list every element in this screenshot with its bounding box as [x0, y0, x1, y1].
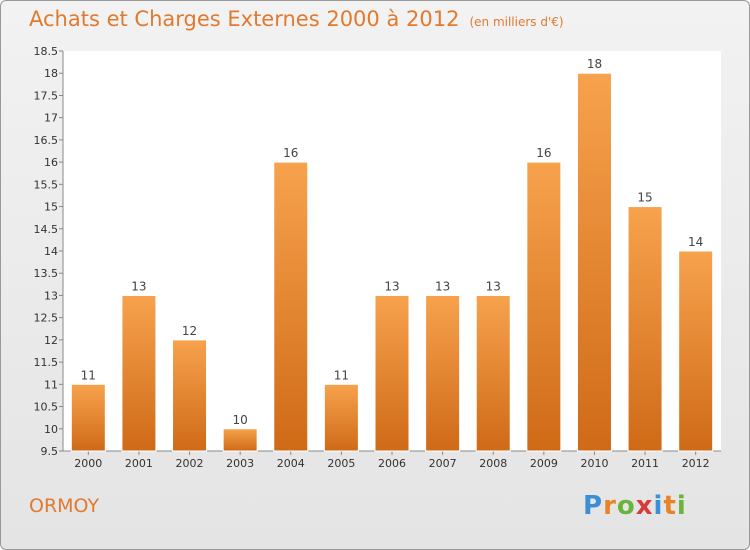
bar-2002: [172, 339, 208, 452]
chart-subtitle: (en milliers d'€): [469, 15, 564, 29]
bar-2007: [425, 294, 461, 452]
logo-letter: i: [653, 491, 664, 521]
bar-2010: [576, 72, 612, 452]
y-tick-label: 13.5: [34, 267, 59, 280]
bar-2009: [526, 161, 562, 452]
bar-2008: [475, 294, 511, 452]
bar-value-label: 11: [81, 368, 96, 382]
y-tick-label: 15: [44, 201, 58, 214]
commune-name: ORMOY: [29, 495, 100, 517]
y-tick-label: 17: [44, 112, 58, 125]
bar-value-label: 13: [435, 279, 450, 293]
y-tick-label: 11.5: [34, 356, 59, 369]
x-tick-label: 2006: [378, 457, 406, 470]
x-tick-label: 2002: [176, 457, 204, 470]
x-tick-label: 2012: [682, 457, 710, 470]
y-tick-label: 16: [44, 156, 58, 169]
y-tick-label: 18: [44, 67, 58, 80]
x-tick-label: 2000: [74, 457, 102, 470]
logo-letter: x: [635, 491, 654, 521]
x-tick-label: 2001: [125, 457, 153, 470]
bar-2000: [70, 383, 106, 452]
y-tick-label: 9.5: [41, 445, 59, 458]
bar-value-label: 11: [334, 368, 349, 382]
logo-letter: t: [663, 491, 677, 521]
x-tick-label: 2011: [631, 457, 659, 470]
proxiti-logo: Proxiti: [583, 491, 687, 521]
y-tick-label: 15.5: [34, 178, 59, 191]
x-tick-label: 2004: [277, 457, 305, 470]
bar-2004: [273, 161, 309, 452]
x-tick-label: 2008: [479, 457, 507, 470]
y-tick-label: 16.5: [34, 134, 59, 147]
x-tick-label: 2009: [530, 457, 558, 470]
y-tick-label: 14: [44, 245, 58, 258]
bar-2006: [374, 294, 410, 452]
bar-value-label: 14: [688, 235, 703, 249]
bar-2003: [222, 428, 258, 452]
bar-2005: [323, 383, 359, 452]
y-tick-label: 10: [44, 423, 58, 436]
y-tick-label: 14.5: [34, 223, 59, 236]
bar-value-label: 16: [283, 146, 298, 160]
y-tick-label: 13: [44, 289, 58, 302]
x-tick-label: 2010: [580, 457, 608, 470]
chart-title: Achats et Charges Externes 2000 à 2012 (e…: [29, 7, 564, 31]
x-tick-label: 2007: [429, 457, 457, 470]
bar-value-label: 18: [587, 57, 602, 71]
y-tick-label: 11: [44, 378, 58, 391]
bar-2011: [627, 206, 663, 452]
chart-title-text: Achats et Charges Externes 2000 à 2012: [29, 7, 460, 31]
y-tick-label: 18.5: [34, 45, 59, 58]
bar-value-label: 15: [637, 191, 652, 205]
bar-2001: [121, 294, 157, 452]
logo-letter: P: [583, 491, 604, 521]
bar-value-label: 13: [486, 279, 501, 293]
y-tick-label: 10.5: [34, 401, 59, 414]
logo-letter: i: [676, 491, 687, 521]
bar-value-label: 16: [536, 146, 551, 160]
bar-value-label: 10: [233, 413, 248, 427]
bar-value-label: 13: [384, 279, 399, 293]
bar-value-label: 13: [131, 279, 146, 293]
bar-value-label: 12: [182, 324, 197, 338]
y-tick-label: 12: [44, 334, 58, 347]
logo-letter: r: [603, 491, 617, 521]
x-tick-label: 2003: [226, 457, 254, 470]
y-tick-label: 12.5: [34, 312, 59, 325]
logo-letter: o: [616, 491, 636, 521]
x-tick-label: 2005: [327, 457, 355, 470]
y-tick-label: 17.5: [34, 89, 59, 102]
bar-2012: [678, 250, 714, 452]
